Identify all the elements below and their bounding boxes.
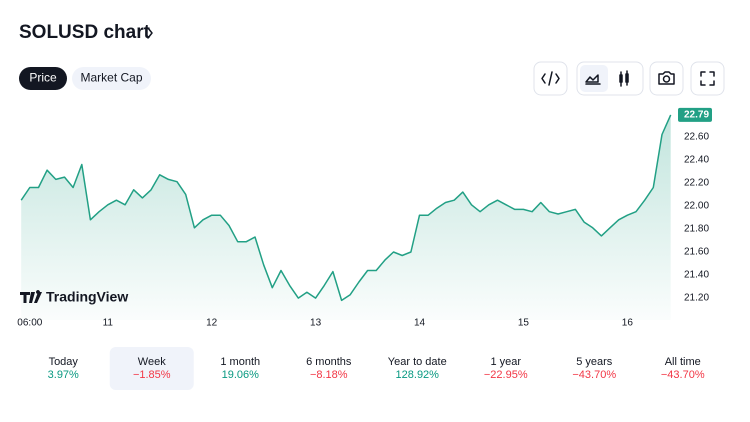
fullscreen-icon (700, 71, 715, 86)
period-label: 6 months (306, 356, 352, 368)
tab-label: Price (29, 71, 57, 85)
period-change: −8.18% (310, 369, 348, 381)
watermark-text: TradingView (46, 289, 128, 305)
title: SOLUSD chart (19, 22, 151, 43)
x-tick-label: 14 (414, 318, 426, 329)
watermark: TradingView (20, 289, 128, 305)
y-tick-label: 21.80 (684, 224, 709, 235)
x-tick-label: 15 (518, 318, 530, 329)
period-label: Week (138, 356, 166, 368)
period-label: 5 years (576, 356, 613, 368)
x-tick-label: 12 (206, 318, 218, 329)
x-tick-label: 11 (103, 318, 114, 329)
y-tick-label: 21.60 (684, 247, 709, 258)
title-chevron[interactable] (147, 27, 153, 39)
y-tick-label: 21.40 (684, 270, 709, 281)
period-change: −22.95% (484, 369, 528, 381)
candle-icon[interactable] (619, 70, 629, 87)
y-tick-label: 22.20 (684, 178, 709, 189)
snapshot-button[interactable] (649, 61, 684, 96)
period-label: 1 month (220, 356, 260, 368)
x-tick-label: 06:00 (17, 318, 42, 329)
period-label: All time (665, 356, 701, 368)
period-label: Today (49, 356, 79, 368)
y-tick-label: 22.60 (684, 131, 709, 142)
last-price-badge (678, 107, 712, 122)
y-tick-label: 22.00 (684, 201, 709, 212)
area-icon (585, 74, 601, 85)
price-line (20, 114, 672, 302)
y-tick-label: 22.40 (684, 154, 709, 165)
fullscreen-button[interactable] (690, 61, 725, 96)
tab[interactable] (72, 67, 151, 90)
period-change: 128.92% (396, 369, 440, 381)
y-tick-label: 21.20 (684, 293, 709, 304)
tab[interactable] (19, 67, 67, 90)
x-tick-label: 16 (622, 318, 634, 329)
toolbar (533, 61, 725, 96)
watermark-logo (20, 290, 42, 303)
period-selected (109, 347, 194, 390)
camera-icon (658, 71, 675, 85)
period-label: Year to date (388, 356, 447, 368)
period-change: −1.85% (133, 369, 171, 381)
embed-icon (541, 71, 560, 86)
period-label: 1 year (490, 356, 521, 368)
period-change: −43.70% (661, 369, 705, 381)
last-price-label: 22.79 (684, 110, 709, 121)
tab-label: Market Cap (80, 71, 142, 85)
area-fill (21, 114, 671, 321)
period-change: −43.70% (572, 369, 616, 381)
period-change: 3.97% (48, 369, 79, 381)
x-tick-label: 13 (310, 318, 322, 329)
period-change: 19.06% (222, 369, 260, 381)
